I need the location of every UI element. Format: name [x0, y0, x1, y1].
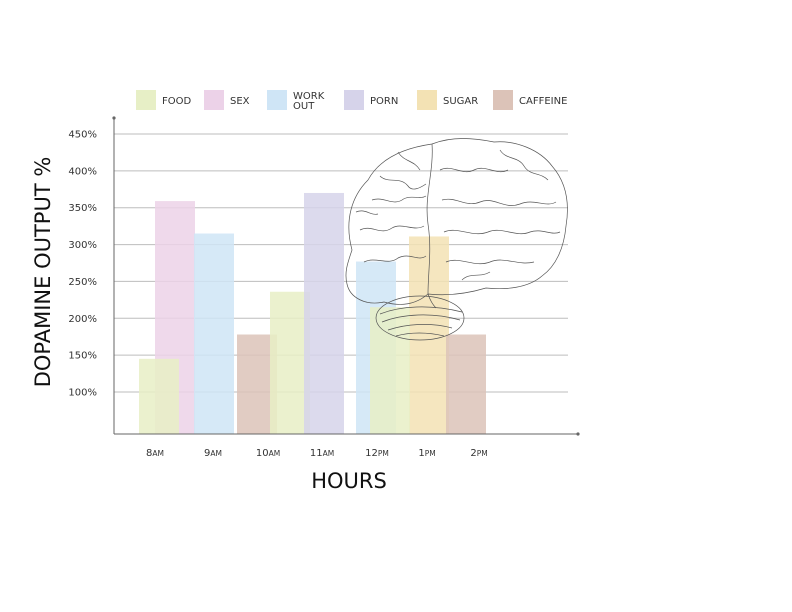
- x-tick-label: 11AM: [310, 448, 334, 459]
- legend-swatch-caffeine: [493, 90, 513, 110]
- y-tick-label: 350%: [68, 203, 97, 214]
- x-tick-label: 9AM: [204, 448, 222, 459]
- x-tick-suffix: AM: [323, 449, 335, 458]
- x-axis-end-dot: [576, 432, 580, 436]
- legend-label-work-out-line: OUT: [293, 101, 315, 112]
- axes: [112, 116, 580, 436]
- x-axis-title: HOURS: [311, 469, 387, 493]
- y-tick-label: 100%: [68, 388, 97, 399]
- y-axis-end-dot: [112, 116, 116, 120]
- legend-swatch-sex: [204, 90, 224, 110]
- legend-label-sex: SEX: [230, 96, 250, 107]
- legend-label-porn: PORN: [370, 96, 398, 107]
- legend-label-work-out-line: WORK: [293, 91, 325, 102]
- x-tick-hour: 11: [310, 448, 323, 459]
- x-tick-hour: 9: [204, 448, 210, 459]
- y-axis-title: DOPAMINE OUTPUT %: [31, 157, 55, 388]
- y-tick-label: 250%: [68, 277, 97, 288]
- x-tick-labels: 8AM 9AM 10AM 11AM 12PM 1PM 2PM: [146, 448, 488, 459]
- x-tick-suffix: AM: [210, 449, 222, 458]
- x-tick-hour: 12: [365, 448, 378, 459]
- y-tick-label: 150%: [68, 351, 97, 362]
- x-tick-label: 10AM: [256, 448, 280, 459]
- legend-swatch-sugar: [417, 90, 437, 110]
- x-tick-suffix: PM: [425, 449, 436, 458]
- y-tick-labels: 100% 150% 200% 250% 300% 350% 400% 450%: [68, 130, 97, 399]
- x-tick-suffix: PM: [378, 449, 389, 458]
- legend-swatch-work-out: [267, 90, 287, 110]
- x-tick-suffix: PM: [477, 449, 488, 458]
- y-tick-label: 450%: [68, 130, 97, 141]
- x-tick-suffix: AM: [152, 449, 164, 458]
- y-tick-label: 300%: [68, 240, 97, 251]
- y-tick-label: 200%: [68, 314, 97, 325]
- bar-food-11am: [270, 291, 310, 434]
- bar-caffeine-2pm: [446, 334, 486, 434]
- legend-label-food: FOOD: [162, 96, 191, 107]
- x-tick-suffix: AM: [269, 449, 281, 458]
- x-tick-hour: 2: [470, 448, 476, 459]
- brain-icon: [345, 138, 568, 341]
- legend-label-caffeine: CAFFEINE: [519, 96, 567, 107]
- bar-food-12pm: [370, 307, 410, 434]
- x-tick-label: 12PM: [365, 448, 389, 459]
- x-tick-hour: 10: [256, 448, 269, 459]
- x-tick-label: 1PM: [418, 448, 435, 459]
- x-tick-label: 2PM: [470, 448, 487, 459]
- bars: [139, 192, 486, 434]
- bar-porn-11am: [304, 192, 344, 434]
- x-tick-hour: 8: [146, 448, 152, 459]
- x-tick-hour: 1: [418, 448, 424, 459]
- legend-swatch-porn: [344, 90, 364, 110]
- x-tick-label: 8AM: [146, 448, 164, 459]
- bar-work-out-9am: [194, 233, 234, 434]
- legend-swatch-food: [136, 90, 156, 110]
- bar-food-8am: [139, 358, 179, 434]
- y-tick-label: 400%: [68, 166, 97, 177]
- legend-label-sugar: SUGAR: [443, 96, 478, 107]
